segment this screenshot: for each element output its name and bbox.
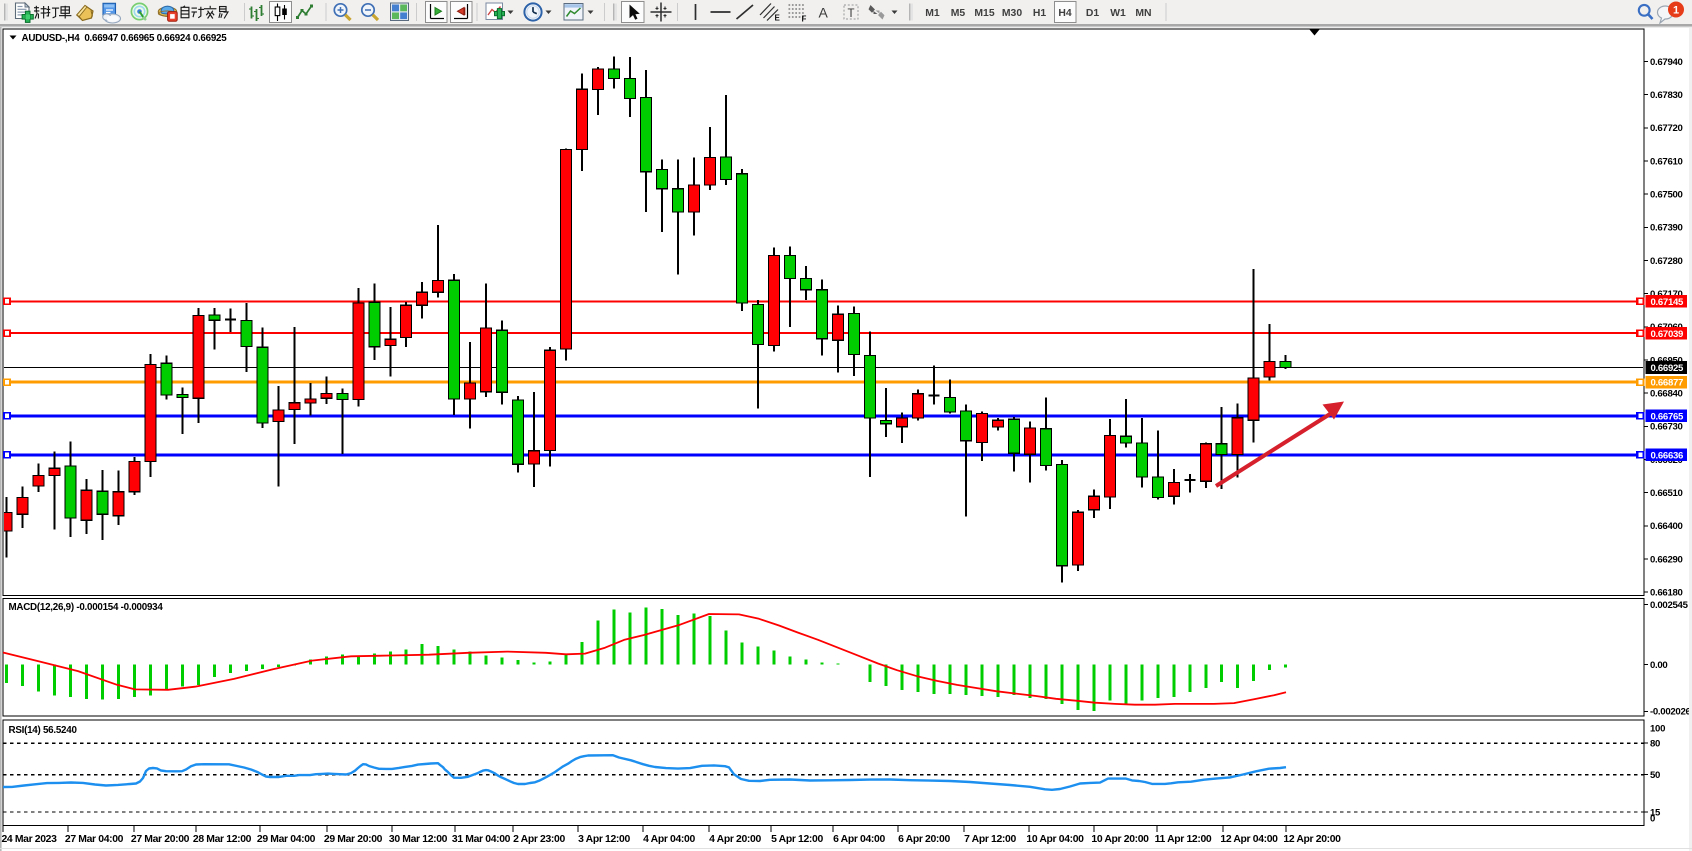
svg-text:A: A [819, 5, 829, 21]
svg-text:1: 1 [1673, 4, 1679, 16]
svg-text:0.66290: 0.66290 [1650, 554, 1683, 565]
svg-text:11 Apr 12:00: 11 Apr 12:00 [1155, 834, 1212, 845]
svg-text:H4: H4 [1058, 8, 1072, 19]
svg-text:24 Mar 2023: 24 Mar 2023 [1, 834, 57, 845]
svg-text:D1: D1 [1086, 8, 1100, 19]
svg-text:0.67390: 0.67390 [1650, 223, 1683, 234]
svg-text:0.66765: 0.66765 [1651, 412, 1685, 423]
svg-text:3 Apr 12:00: 3 Apr 12:00 [578, 834, 630, 845]
svg-text:29 Mar 20:00: 29 Mar 20:00 [324, 834, 383, 845]
svg-text:0.66510: 0.66510 [1650, 488, 1683, 499]
svg-text:RSI(14) 56.5240: RSI(14) 56.5240 [9, 725, 78, 736]
svg-text:0: 0 [1650, 814, 1655, 825]
svg-text:M5: M5 [951, 8, 966, 19]
svg-text:4 Apr 04:00: 4 Apr 04:00 [643, 834, 695, 845]
svg-text:12 Apr 04:00: 12 Apr 04:00 [1220, 834, 1278, 845]
svg-text:0.66877: 0.66877 [1651, 378, 1684, 389]
svg-text:M1: M1 [925, 8, 940, 19]
svg-text:27 Mar 04:00: 27 Mar 04:00 [65, 834, 124, 845]
svg-text:0.66730: 0.66730 [1650, 422, 1683, 433]
svg-text:15: 15 [1650, 808, 1661, 819]
svg-text:-0.002026: -0.002026 [1650, 707, 1691, 718]
svg-text:0.66636: 0.66636 [1651, 450, 1684, 461]
svg-text:W1: W1 [1110, 8, 1126, 19]
svg-text:50: 50 [1650, 770, 1660, 781]
svg-text:6 Apr 20:00: 6 Apr 20:00 [898, 834, 950, 845]
svg-text:H1: H1 [1033, 8, 1047, 19]
svg-text:0.67720: 0.67720 [1650, 123, 1683, 134]
svg-text:0.66840: 0.66840 [1650, 389, 1683, 400]
svg-text:0.67940: 0.67940 [1650, 57, 1683, 68]
svg-text:M15: M15 [974, 8, 994, 19]
svg-text:0.00: 0.00 [1650, 660, 1667, 671]
svg-text:100: 100 [1650, 723, 1665, 734]
svg-text:7 Apr 12:00: 7 Apr 12:00 [964, 834, 1016, 845]
svg-text:E: E [775, 14, 781, 23]
svg-text:MACD(12,26,9) -0.000154 -0.000: MACD(12,26,9) -0.000154 -0.000934 [9, 602, 164, 613]
svg-text:10 Apr 20:00: 10 Apr 20:00 [1091, 834, 1149, 845]
svg-text:80: 80 [1650, 739, 1660, 750]
svg-text:MN: MN [1135, 8, 1151, 19]
svg-text:0.67500: 0.67500 [1650, 190, 1683, 201]
svg-text:6 Apr 04:00: 6 Apr 04:00 [833, 834, 885, 845]
svg-text:T: T [848, 8, 855, 20]
svg-text:M30: M30 [1002, 8, 1022, 19]
svg-text:0.66925: 0.66925 [1651, 363, 1685, 374]
svg-text:0.67280: 0.67280 [1650, 256, 1683, 267]
svg-text:0.67145: 0.67145 [1651, 297, 1685, 308]
svg-text:10 Apr 04:00: 10 Apr 04:00 [1026, 834, 1084, 845]
svg-text:4 Apr 20:00: 4 Apr 20:00 [709, 834, 761, 845]
svg-text:0.66180: 0.66180 [1650, 588, 1683, 599]
svg-text:F: F [802, 15, 807, 24]
svg-text:12 Apr 20:00: 12 Apr 20:00 [1283, 834, 1341, 845]
svg-text:0.002545: 0.002545 [1650, 600, 1689, 611]
svg-text:0.67170: 0.67170 [1650, 289, 1683, 300]
svg-text:0.66950: 0.66950 [1650, 355, 1683, 366]
svg-text:0.67039: 0.67039 [1651, 329, 1684, 340]
svg-text:27 Mar 20:00: 27 Mar 20:00 [131, 834, 190, 845]
svg-text:30 Mar 12:00: 30 Mar 12:00 [389, 834, 448, 845]
svg-text:31 Mar 04:00: 31 Mar 04:00 [452, 834, 511, 845]
svg-text:0.66400: 0.66400 [1650, 521, 1683, 532]
svg-text:AUDUSD-,H4 0.66947 0.66965 0.: AUDUSD-,H4 0.66947 0.66965 0.66924 0.669… [22, 33, 228, 44]
svg-text:2 Apr 23:00: 2 Apr 23:00 [513, 834, 565, 845]
svg-text:5 Apr 12:00: 5 Apr 12:00 [771, 834, 823, 845]
svg-text:0.67830: 0.67830 [1650, 90, 1683, 101]
svg-text:0.67610: 0.67610 [1650, 156, 1683, 167]
svg-text:29 Mar 04:00: 29 Mar 04:00 [257, 834, 316, 845]
svg-text:28 Mar 12:00: 28 Mar 12:00 [193, 834, 252, 845]
